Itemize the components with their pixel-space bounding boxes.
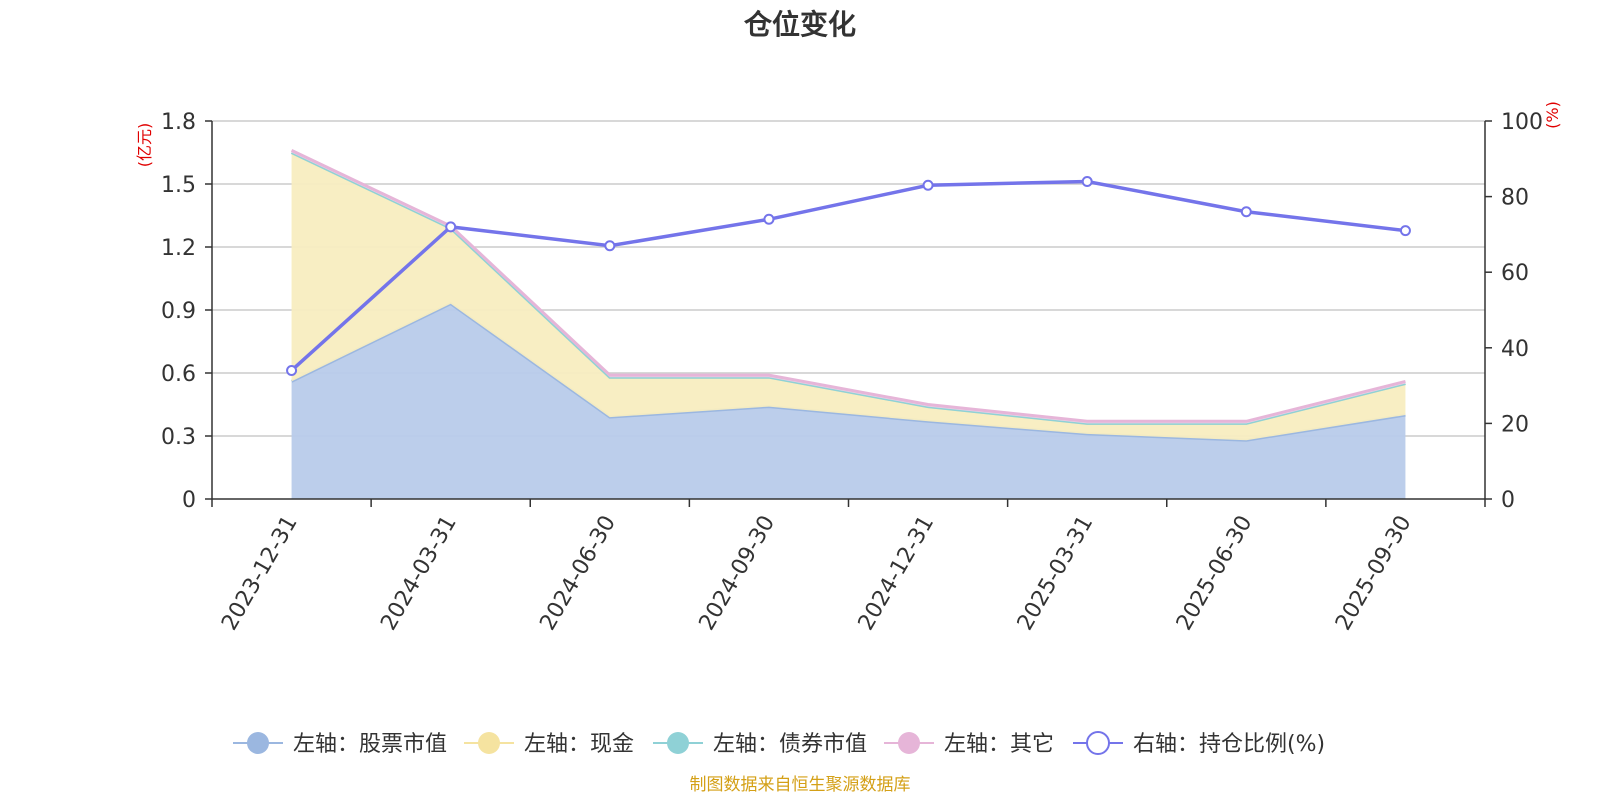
legend-filled-circle-icon bbox=[247, 732, 269, 754]
x-axis-tick-label: 2025-03-31 bbox=[1013, 512, 1099, 635]
right-axis-tick-label: 40 bbox=[1501, 337, 1529, 362]
left-axis-tick-label: 1.5 bbox=[161, 173, 196, 198]
ratio-line-series bbox=[286, 175, 1411, 376]
x-axis-tick-label: 2024-03-31 bbox=[376, 512, 462, 635]
legend-label: 左轴：现金 bbox=[524, 732, 634, 757]
legend-item-1: 左轴：现金 bbox=[464, 732, 634, 757]
left-axis-tick-label: 0.9 bbox=[161, 299, 196, 324]
legend-item-2: 左轴：债券市值 bbox=[653, 732, 867, 757]
right-axis-tick-label: 80 bbox=[1501, 186, 1529, 211]
left-axis-tick-label: 0 bbox=[182, 488, 196, 513]
area-edge-series-3 bbox=[290, 149, 1406, 423]
left-axis-tick-label: 1.8 bbox=[161, 110, 196, 135]
ratio-point bbox=[922, 179, 934, 191]
legend-label: 左轴：债券市值 bbox=[713, 732, 867, 757]
x-axis-tick-label: 2023-12-31 bbox=[217, 512, 303, 635]
legend-item-3: 左轴：其它 bbox=[884, 732, 1054, 757]
x-axis-tick-label: 2025-06-30 bbox=[1172, 512, 1258, 635]
left-axis-tick-label: 1.2 bbox=[161, 236, 196, 261]
legend-item-4: 右轴：持仓比例(%) bbox=[1073, 731, 1325, 757]
area-fill-series-1 bbox=[291, 152, 1406, 441]
x-axis-tick-label: 2024-12-31 bbox=[854, 512, 940, 635]
ratio-point bbox=[1240, 206, 1252, 218]
left-axis-unit: (亿元) bbox=[135, 123, 154, 168]
right-axis-tick-label: 100 bbox=[1501, 110, 1543, 135]
right-axis-unit: (%) bbox=[1543, 101, 1562, 129]
right-axis-tick-label: 20 bbox=[1501, 412, 1529, 437]
legend-label: 左轴：股票市值 bbox=[293, 732, 447, 757]
left-axis-tick-label: 0.3 bbox=[161, 425, 196, 450]
legend-filled-circle-icon bbox=[898, 732, 920, 754]
ratio-point bbox=[286, 364, 298, 376]
ratio-point bbox=[1081, 175, 1093, 187]
right-axis-tick-label: 60 bbox=[1501, 261, 1529, 286]
legend-label: 左轴：其它 bbox=[944, 732, 1054, 757]
x-axis-tick-label: 2024-09-30 bbox=[695, 512, 781, 635]
left-axis-tick-label: 0.6 bbox=[161, 362, 196, 387]
legend-label: 右轴：持仓比例(%) bbox=[1133, 732, 1325, 757]
legend: 左轴：股票市值 左轴：现金 左轴：债券市值 左轴：其它 右轴：持仓比例(%) bbox=[233, 731, 1325, 757]
chart-title: 仓位变化 bbox=[744, 8, 856, 41]
legend-hollow-circle-icon bbox=[1086, 731, 1110, 755]
ratio-point bbox=[445, 221, 457, 233]
right-axis-tick-label: 0 bbox=[1501, 488, 1515, 513]
x-axis-tick-label: 2024-06-30 bbox=[535, 512, 621, 635]
x-axis-tick-label: 2025-09-30 bbox=[1331, 512, 1417, 635]
legend-item-0: 左轴：股票市值 bbox=[233, 732, 447, 757]
legend-filled-circle-icon bbox=[478, 732, 500, 754]
area-fill-series-0 bbox=[291, 303, 1406, 499]
ratio-point bbox=[763, 213, 775, 225]
area-series bbox=[290, 149, 1406, 499]
ratio-line bbox=[290, 179, 1406, 372]
ratio-point bbox=[604, 240, 616, 252]
ratio-point bbox=[1399, 225, 1411, 237]
data-source-note: 制图数据来自恒生聚源数据库 bbox=[690, 775, 911, 795]
legend-filled-circle-icon bbox=[667, 732, 689, 754]
